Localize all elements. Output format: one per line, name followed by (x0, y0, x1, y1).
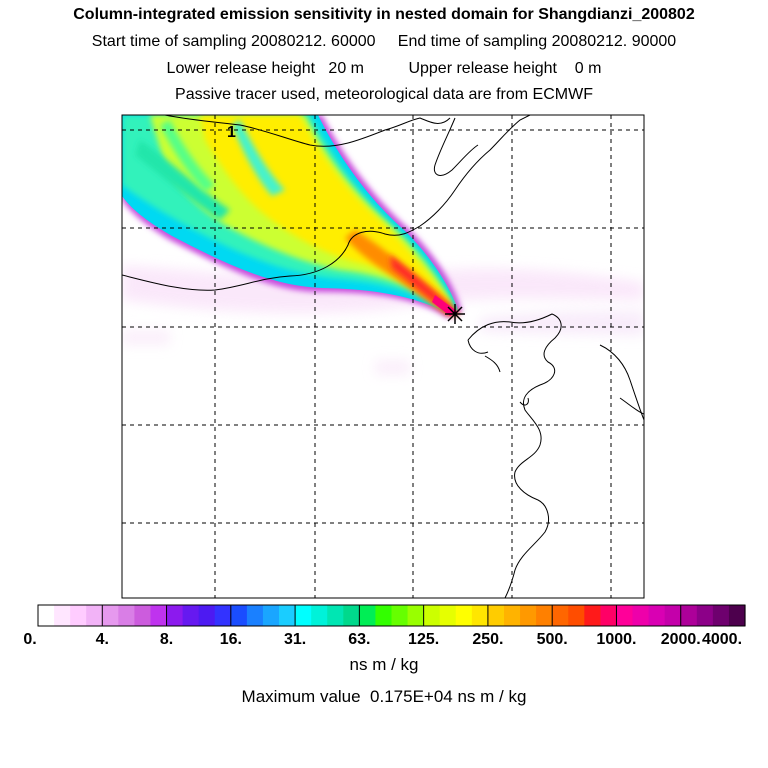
colorbar-frame (37, 604, 746, 627)
colorbar-tick-label: 8. (159, 631, 174, 648)
colorbar-swatch (520, 605, 537, 626)
lat-lon-grid (122, 115, 644, 598)
colorbar-swatch (728, 605, 746, 626)
colorbar-swatch (407, 605, 425, 626)
tracer-info-line: Passive tracer used, meteorological data… (175, 86, 593, 103)
colorbar-swatch (584, 605, 601, 626)
colorbar-swatch (680, 605, 698, 626)
colorbar-swatch (182, 605, 200, 626)
colorbar-swatch (86, 605, 103, 626)
trajectory-marker-label: 1 (227, 124, 236, 141)
colorbar-swatch (391, 605, 409, 626)
colorbar-swatch (616, 605, 634, 626)
colorbar (38, 605, 746, 626)
colorbar-swatch (311, 605, 328, 626)
colorbar-swatch (536, 605, 553, 626)
colorbar-swatch (54, 605, 71, 626)
coastlines (122, 115, 644, 598)
map-frame (121, 114, 645, 599)
colorbar-swatch (102, 605, 119, 626)
colorbar-swatch (423, 605, 441, 626)
colorbar-swatch (712, 605, 730, 626)
release-height-line: Lower release height 20 m Upper release … (166, 60, 602, 77)
colorbar-swatch (38, 605, 55, 626)
colorbar-swatch (214, 605, 232, 626)
colorbar-tick-label: 63. (348, 631, 371, 648)
colorbar-swatch (150, 605, 168, 626)
colorbar-swatch (632, 605, 650, 626)
sensitivity-field (122, 115, 644, 375)
colorbar-swatch (166, 605, 184, 626)
release-site-star-icon (445, 304, 465, 324)
colorbar-swatch (648, 605, 666, 626)
colorbar-swatch (696, 605, 714, 626)
colorbar-swatch (375, 605, 393, 626)
colorbar-swatch (343, 605, 360, 626)
colorbar-swatch (70, 605, 87, 626)
colorbar-tick-label: 250. (472, 631, 504, 648)
colorbar-swatch (503, 605, 521, 626)
sampling-time-line: Start time of sampling 20080212. 60000 E… (91, 33, 677, 50)
colorbar-swatch (487, 605, 505, 626)
colorbar-swatch (552, 605, 569, 626)
colorbar-swatch (118, 605, 136, 626)
colorbar-tick-label: 0. (23, 631, 37, 648)
colorbar-swatch (246, 605, 264, 626)
colorbar-swatch (295, 605, 312, 626)
colorbar-swatch (262, 605, 280, 626)
colorbar-swatch (198, 605, 216, 626)
maximum-value-text: Maximum value 0.175E+04 ns m / kg (241, 687, 527, 706)
colorbar-tick-label: 500. (536, 631, 568, 648)
colorbar-tick-label: 125. (408, 631, 440, 648)
colorbar-swatch (230, 605, 248, 626)
colorbar-tick-label: 16. (219, 631, 242, 648)
colorbar-units: ns m / kg (349, 655, 419, 674)
colorbar-tick-label: 4000. (701, 631, 743, 648)
colorbar-swatch (134, 605, 152, 626)
colorbar-swatch (471, 605, 489, 626)
colorbar-swatch (359, 605, 377, 626)
colorbar-swatch (600, 605, 618, 626)
colorbar-swatch (568, 605, 585, 626)
plot-title: Column-integrated emission sensitivity i… (73, 6, 695, 23)
colorbar-tick-label: 4. (95, 631, 109, 648)
colorbar-swatch (455, 605, 473, 626)
colorbar-swatch (439, 605, 457, 626)
colorbar-tick-label: 31. (283, 631, 307, 648)
colorbar-tick-label: 2000. (660, 631, 701, 648)
colorbar-swatch (664, 605, 682, 626)
colorbar-swatch (279, 605, 296, 626)
colorbar-swatch (327, 605, 344, 626)
colorbar-tick-label: 1000. (596, 631, 637, 648)
